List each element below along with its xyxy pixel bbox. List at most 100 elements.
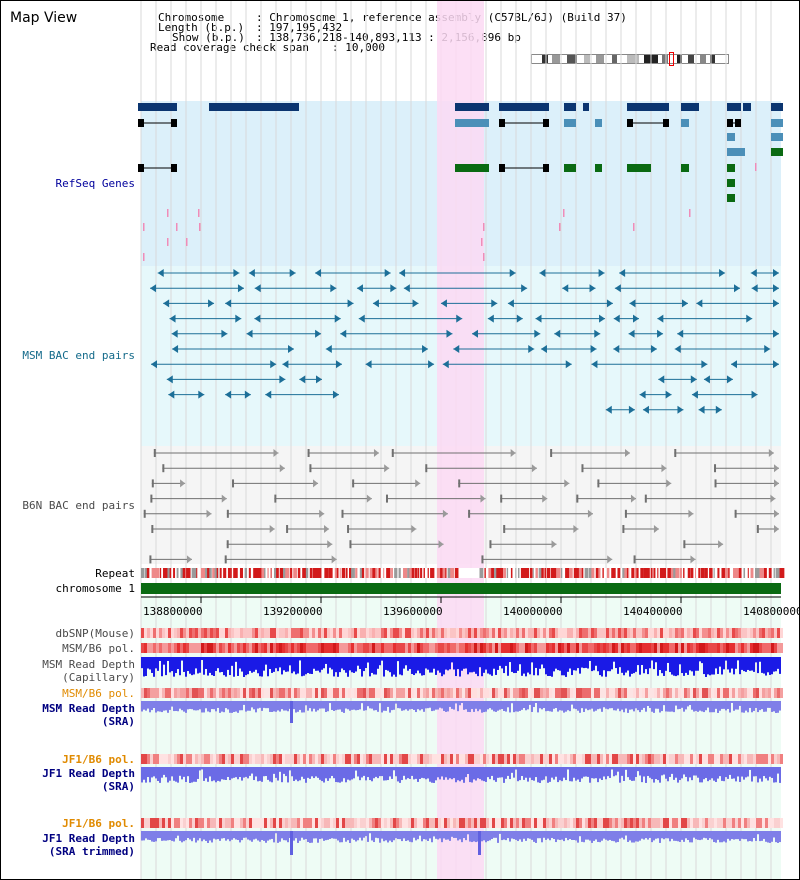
- depth-bar: [659, 831, 661, 843]
- heat-cell: [417, 628, 420, 638]
- heat-cell: [426, 818, 429, 828]
- chromosome-ideogram[interactable]: [531, 52, 729, 66]
- depth-bar: [335, 701, 337, 711]
- repeat-element: [524, 568, 529, 578]
- gene-exon: [499, 164, 505, 172]
- depth-bar: [323, 701, 325, 709]
- depth-bar: [439, 657, 441, 673]
- repeat-element: [578, 568, 583, 578]
- heat-cell: [426, 754, 429, 764]
- depth-bar: [601, 657, 603, 677]
- depth-bar: [753, 657, 755, 672]
- depth-bar: [705, 767, 707, 778]
- depth-bar: [687, 831, 689, 840]
- heat-cell: [702, 628, 705, 638]
- heat-cell: [654, 643, 657, 653]
- heat-cell: [207, 688, 210, 698]
- heat-cell: [354, 643, 357, 653]
- depth-bar: [447, 657, 449, 671]
- heat-cell: [654, 688, 657, 698]
- depth-bar: [551, 657, 553, 677]
- depth-bar: [769, 767, 771, 777]
- heat-cell: [555, 818, 558, 828]
- depth-bar: [757, 831, 759, 835]
- heat-cell: [672, 688, 675, 698]
- heat-cell: [567, 818, 570, 828]
- repeat-element: [151, 568, 157, 578]
- heat-cell: [228, 643, 231, 653]
- bac-end-marker: [774, 479, 779, 488]
- depth-bar: [613, 701, 615, 711]
- heat-cell: [477, 688, 480, 698]
- heat-cell: [453, 688, 456, 698]
- heat-cell: [177, 628, 180, 638]
- msm-read-depth-capillary-label: MSM Read Depth: [42, 658, 135, 671]
- depth-bar: [191, 657, 193, 676]
- heat-cell: [762, 628, 765, 638]
- depth-bar: [489, 767, 491, 780]
- depth-bar: [277, 767, 279, 781]
- heat-cell: [537, 688, 540, 698]
- bac-end-marker: [576, 494, 579, 503]
- depth-bar: [337, 767, 339, 783]
- heat-cell: [621, 628, 624, 638]
- depth-bar: [581, 767, 583, 779]
- heat-cell: [699, 818, 702, 828]
- repeat-element: [186, 568, 190, 578]
- depth-bar: [759, 831, 761, 842]
- depth-bar: [269, 701, 271, 712]
- heat-cell: [246, 754, 249, 764]
- depth-bar: [349, 657, 351, 671]
- repeat-element: [244, 568, 248, 578]
- heat-cell: [279, 818, 282, 828]
- heat-cell: [759, 818, 762, 828]
- repeat-element: [773, 568, 775, 578]
- heat-cell: [309, 643, 312, 653]
- depth-bar: [493, 831, 495, 838]
- bac-end-marker: [471, 329, 478, 338]
- depth-bar: [763, 701, 765, 712]
- depth-bar: [549, 767, 551, 782]
- heat-cell: [546, 754, 549, 764]
- depth-bar: [461, 701, 463, 703]
- heat-cell: [600, 818, 603, 828]
- heat-cell: [204, 818, 207, 828]
- heat-cell: [507, 818, 510, 828]
- heat-cell: [777, 818, 780, 828]
- bac-end-marker: [550, 449, 553, 457]
- depth-bar: [375, 657, 377, 675]
- depth-bar: [255, 767, 257, 777]
- bac-end-marker: [622, 525, 625, 533]
- heat-cell: [600, 643, 603, 653]
- depth-bar: [457, 767, 459, 781]
- heat-cell: [675, 643, 678, 653]
- heat-cell: [561, 818, 564, 828]
- heat-cell: [201, 628, 204, 638]
- depth-bar: [623, 767, 625, 781]
- heat-cell: [414, 688, 417, 698]
- heat-cell: [654, 818, 657, 828]
- depth-bar: [379, 657, 381, 666]
- depth-bar: [371, 831, 373, 841]
- repeat-element: [535, 568, 538, 578]
- heat-cell: [354, 628, 357, 638]
- heat-cell: [591, 628, 594, 638]
- depth-bar: [589, 701, 591, 710]
- heat-cell: [486, 628, 489, 638]
- depth-bar: [625, 701, 627, 709]
- heat-cell: [444, 643, 447, 653]
- heat-cell: [525, 643, 528, 653]
- depth-bar: [201, 831, 203, 842]
- heat-cell: [681, 643, 684, 653]
- depth-bar: [239, 831, 241, 843]
- bac-end-marker: [715, 405, 722, 414]
- heat-cell: [597, 628, 600, 638]
- heat-cell: [573, 688, 576, 698]
- heat-cell: [549, 643, 552, 653]
- depth-bar: [221, 831, 223, 839]
- heat-cell: [144, 688, 147, 698]
- depth-bar: [725, 831, 727, 843]
- gene-exon: [595, 119, 602, 127]
- depth-bar: [495, 831, 497, 838]
